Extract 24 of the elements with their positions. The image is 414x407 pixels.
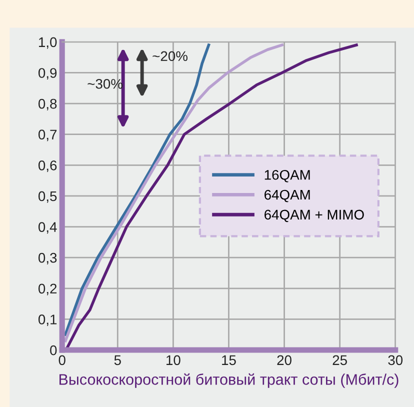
- y-tick-label: 0,7: [38, 130, 57, 142]
- y-tick-label: 0,5: [38, 191, 57, 203]
- x-tick-label: 10: [166, 355, 180, 366]
- line-series: [64, 44, 210, 336]
- y-tick-label: 0: [50, 345, 57, 356]
- y-tick-label: 0,1: [38, 314, 57, 326]
- x-tick-label: 30: [388, 355, 403, 366]
- y-tick-label: 0,8: [38, 98, 57, 110]
- x-tick-label: 15: [222, 355, 236, 366]
- y-tick-label: 1,0: [38, 37, 57, 49]
- y-tick-label: 0,2: [38, 284, 57, 296]
- y-tick-label: 0,9: [38, 68, 57, 80]
- x-tick-label: 25: [332, 355, 347, 366]
- x-tick-label: 0: [58, 355, 66, 366]
- legend-label: 16QAM: [264, 170, 310, 182]
- x-axis-title: Высокоскоростной битовый тракт соты (Мбит/с): [60, 373, 398, 388]
- x-tick-label: 20: [277, 355, 292, 366]
- y-tick-label: 0,3: [38, 252, 57, 264]
- y-tick-label: 0,4: [38, 222, 57, 234]
- legend-label: 64QAM: [264, 190, 310, 202]
- y-tick-label: 0,6: [38, 160, 57, 172]
- legend-label: 64QAM + MIMO: [264, 210, 364, 222]
- annotation: ~20%: [152, 51, 188, 62]
- x-tick-label: 5: [114, 355, 121, 366]
